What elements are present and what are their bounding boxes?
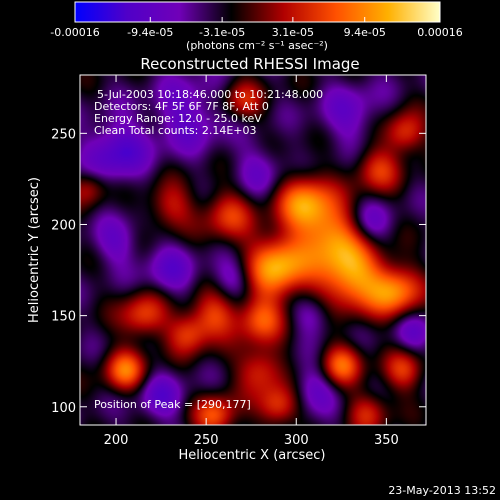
heatmap-container <box>80 75 426 425</box>
y-tick-label: 150 <box>51 310 76 325</box>
x-tick-label: 200 <box>104 433 129 448</box>
y-tick-label: 200 <box>51 218 76 233</box>
colorbar-tick-label: -3.1e-05 <box>199 26 245 39</box>
heatmap-canvas <box>80 75 426 425</box>
info-line-energy: Energy Range: 12.0 - 25.0 keV <box>94 112 262 125</box>
chart-title: Reconstructed RHESSI Image <box>140 55 359 73</box>
y-axis-label: Heliocentric Y (arcsec) <box>27 177 42 323</box>
info-line-time: 5-Jul-2003 10:18:46.000 to 10:21:48.000 <box>97 88 323 101</box>
info-line-counts: Clean Total counts: 2.14E+03 <box>94 124 257 137</box>
plot-frame <box>79 74 427 426</box>
x-tick-label: 350 <box>374 433 399 448</box>
info-line-detectors: Detectors: 4F 5F 6F 7F 8F, Att 0 <box>94 100 269 113</box>
colorbar-tick-label: 0.00016 <box>417 26 463 39</box>
peak-label: Position of Peak = [290,177] <box>94 398 251 411</box>
x-axis-label: Heliocentric X (arcsec) <box>179 448 326 463</box>
colorbar-ticks: -0.00016 -9.4e-05 -3.1e-05 3.1e-05 9.4e-05 0.… <box>50 17 463 39</box>
colorbar-tick-label: -0.00016 <box>50 26 99 39</box>
colorbar-tick-label: -9.4e-05 <box>127 26 173 39</box>
x-tick-label: 300 <box>284 433 309 448</box>
footer-date: 23-May-2013 13:52 <box>388 484 496 497</box>
colorbar-gradient <box>75 2 440 22</box>
y-axis-ticks: 100 150 200 250 <box>51 127 426 416</box>
colorbar-tick-label: 3.1e-05 <box>272 26 314 39</box>
info-text: 5-Jul-2003 10:18:46.000 to 10:21:48.000 … <box>94 88 323 411</box>
image-area: 200 250 300 350 100 150 200 250 <box>51 74 427 448</box>
colorbar-tick-label: 9.4e-05 <box>344 26 386 39</box>
y-tick-label: 250 <box>51 127 76 142</box>
colorbar-units: (photons cm⁻² s⁻¹ asec⁻²) <box>186 39 328 52</box>
y-tick-label: 100 <box>51 401 76 416</box>
x-axis-ticks: 200 250 300 350 <box>104 75 399 448</box>
colorbar: -0.00016 -9.4e-05 -3.1e-05 3.1e-05 9.4e-05 0.… <box>50 1 463 52</box>
colorbar-frame <box>74 1 441 23</box>
x-tick-label: 250 <box>194 433 219 448</box>
